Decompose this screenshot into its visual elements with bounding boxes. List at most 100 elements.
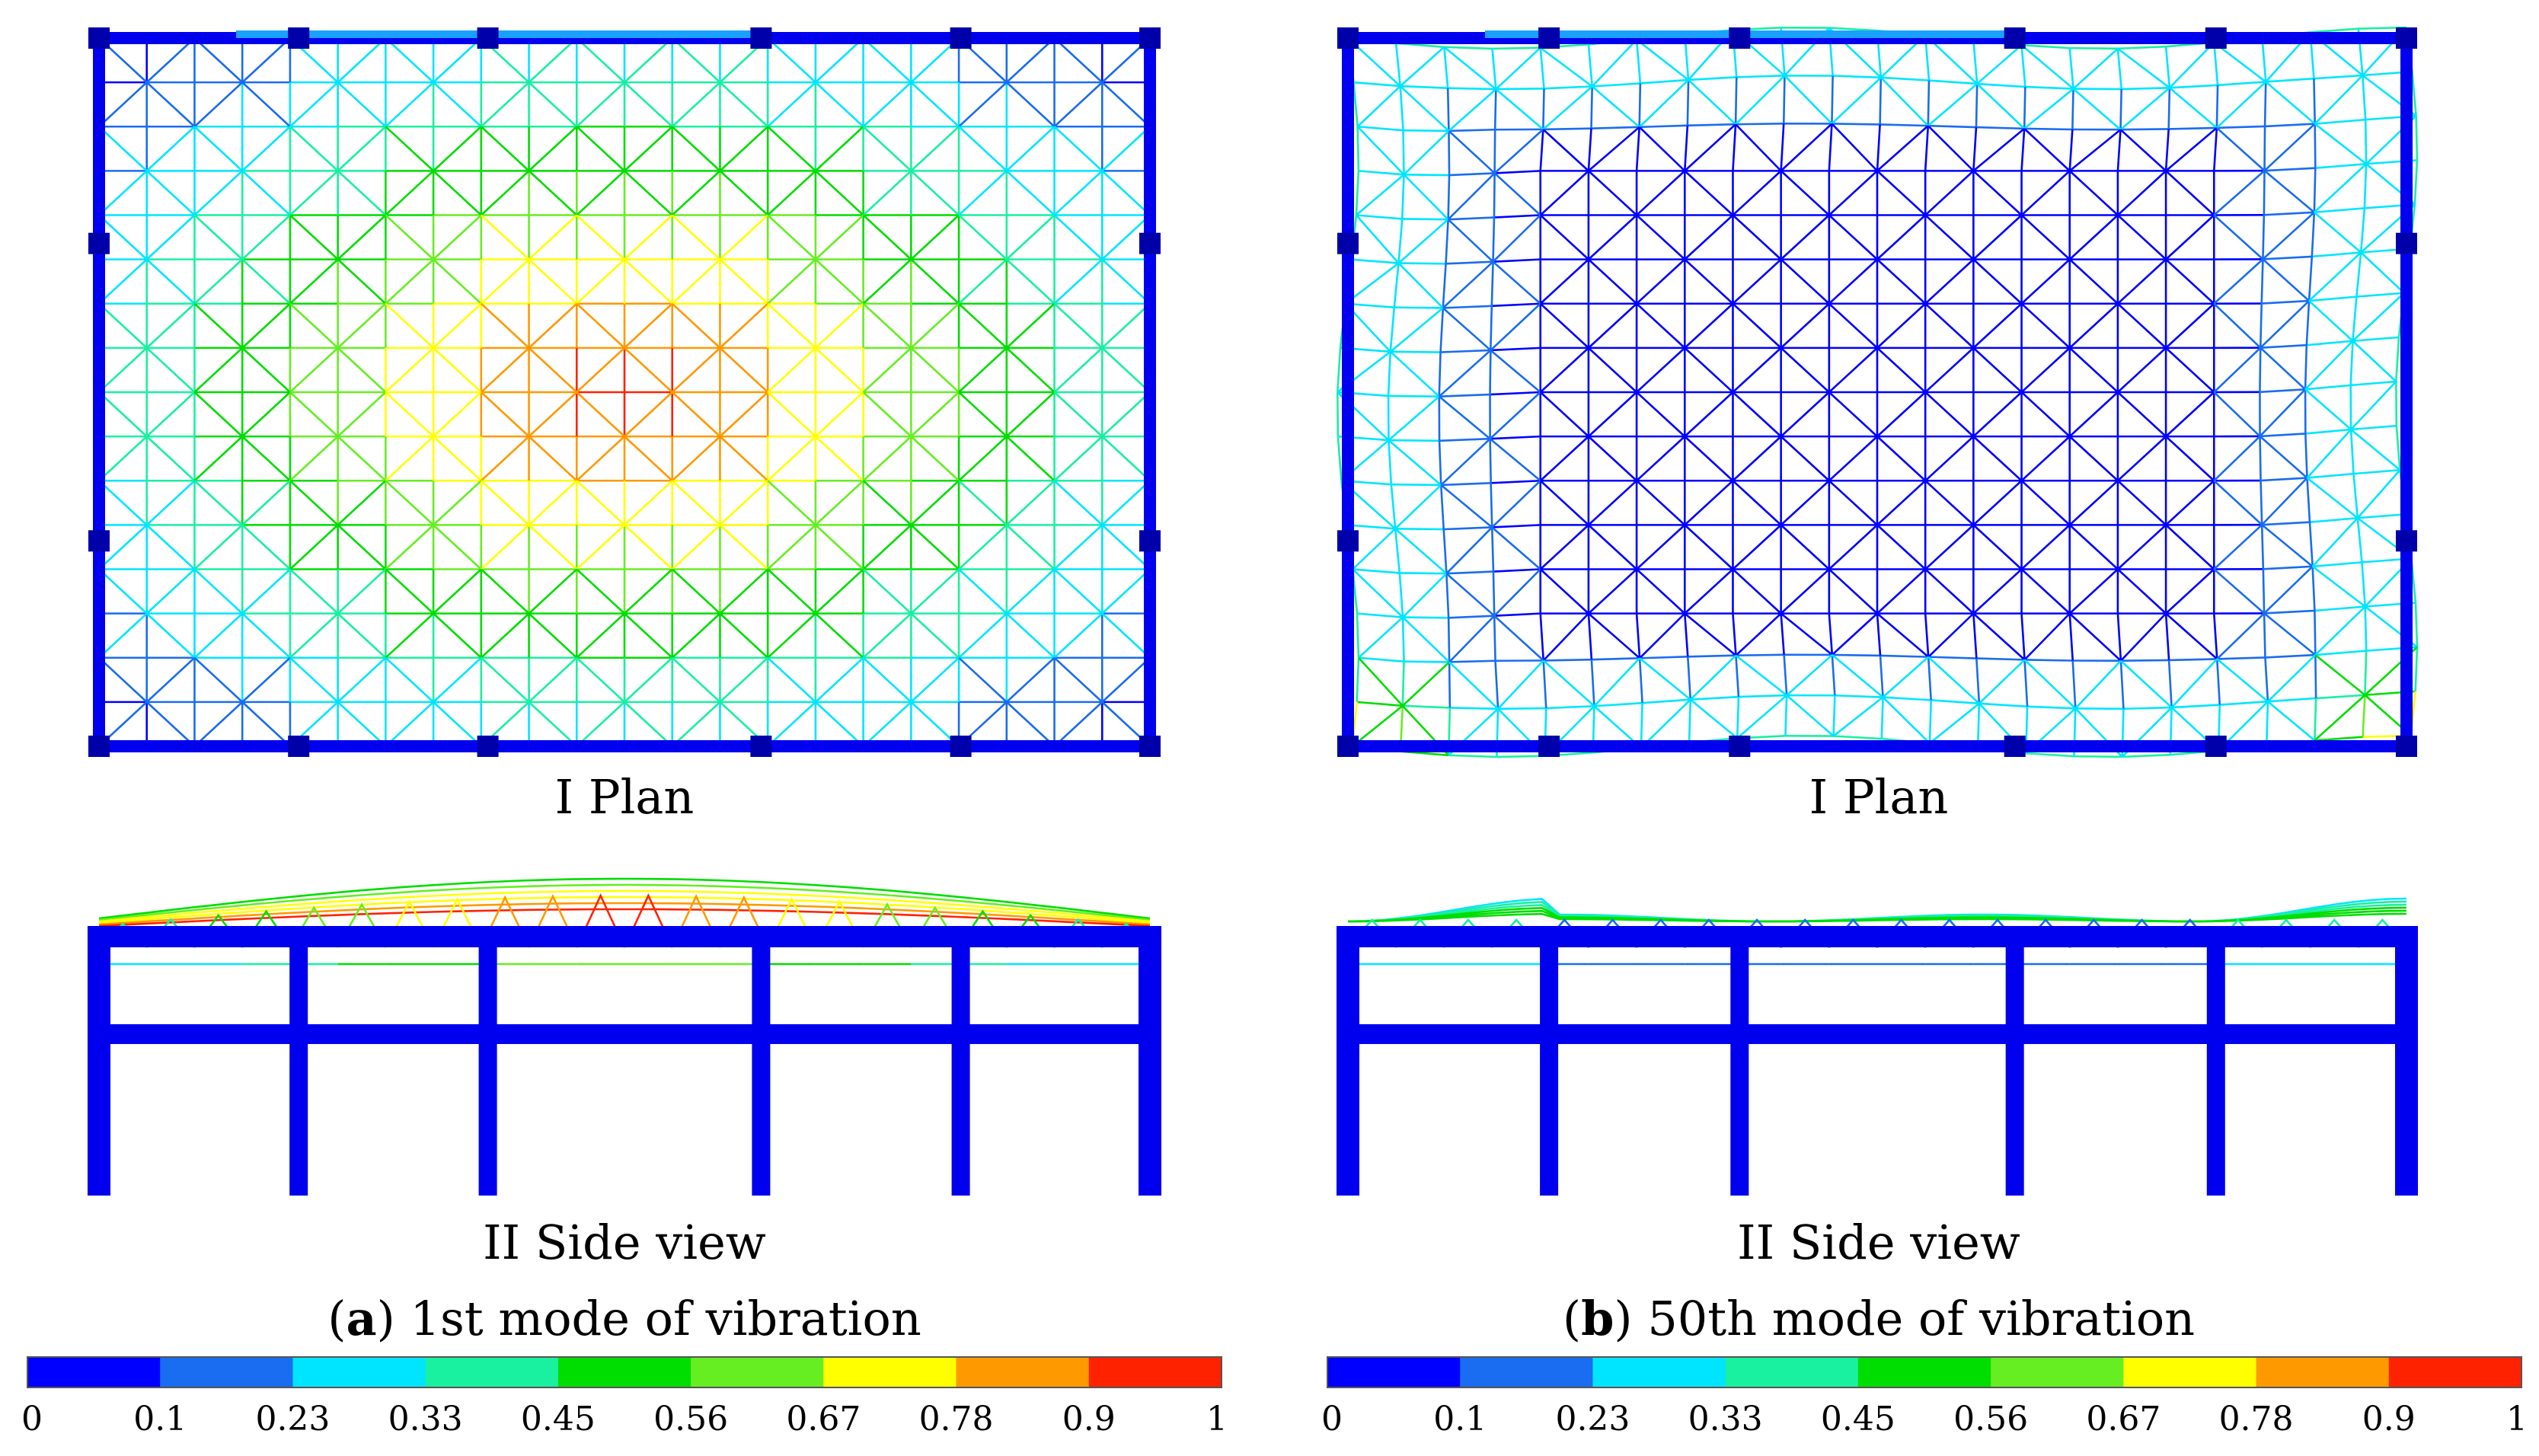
diagonal-member — [576, 480, 625, 526]
diagonal-member — [241, 701, 291, 747]
grid-member — [1493, 214, 1541, 219]
grid-member — [2164, 613, 2170, 661]
diagonal-member — [145, 480, 196, 526]
diagonal-member — [1972, 214, 2023, 260]
diagonal-member — [433, 346, 482, 393]
grid-member — [2316, 694, 2365, 700]
diagonal-member — [576, 524, 625, 570]
diagonal-member — [289, 170, 339, 216]
diagonal-member — [433, 170, 482, 216]
diagonal-member — [1924, 524, 1975, 570]
grid-member — [1542, 660, 1547, 709]
grid-member — [1337, 347, 1342, 393]
grid-member — [1395, 528, 1444, 531]
diagonal-member — [1831, 612, 1878, 656]
diagonal-member — [910, 480, 960, 526]
column — [478, 926, 497, 1196]
grid-member — [2068, 48, 2074, 89]
panel-a: I Plan II Side view (a) 1st mode of vibr… — [21, 27, 1228, 1438]
diagonal-member — [2020, 44, 2074, 90]
truss-chord — [98, 883, 1151, 921]
column — [1729, 736, 1751, 757]
grid-member — [2306, 340, 2353, 346]
diagonal-member — [624, 436, 673, 482]
diagonal-member — [1053, 170, 1103, 216]
diagonal-member — [2165, 258, 2215, 305]
diagonal-member — [241, 524, 291, 570]
grid-member — [1587, 44, 1594, 87]
diagonal-member — [1356, 126, 1405, 176]
diagonal-member — [1924, 302, 1975, 349]
grid-member — [2027, 705, 2076, 710]
grid-member — [2071, 660, 2077, 709]
grid-member — [1736, 697, 1740, 739]
grid-member — [1975, 658, 1981, 704]
diagonal-member — [1447, 219, 1494, 263]
diagonal-member — [528, 656, 578, 703]
diagonal-member — [2023, 127, 2071, 172]
column — [1139, 736, 1161, 757]
grid-member — [1927, 124, 1977, 129]
diagonal-member — [1636, 391, 1686, 438]
grid-member — [2395, 426, 2401, 471]
column — [2004, 27, 2026, 49]
diagonal-member — [1005, 170, 1056, 216]
diagonal-member — [958, 391, 1008, 438]
diagonal-member — [145, 81, 196, 128]
diagonal-member — [1732, 214, 1782, 260]
grid-member — [1442, 528, 1448, 574]
grid-member — [1390, 350, 1441, 353]
grid-member — [2307, 256, 2314, 302]
grid-member — [2261, 299, 2310, 305]
floor-beam — [99, 1024, 1150, 1044]
diagonal-member — [1005, 302, 1056, 349]
diagonal-member — [1593, 657, 1641, 707]
diagonal-member — [2020, 214, 2071, 260]
diagonal-member — [1588, 612, 1640, 659]
grid-member — [2307, 472, 2354, 479]
diagonal-member — [719, 436, 769, 482]
diagonal-member — [2314, 123, 2367, 165]
diagonal-member — [1591, 85, 1640, 128]
grid-member — [1401, 661, 1405, 706]
diagonal-member — [1352, 528, 1397, 570]
diagonal-member — [1101, 302, 1151, 349]
diagonal-member — [2360, 251, 2405, 294]
diagonal-member — [2068, 612, 2122, 662]
diagonal-member — [862, 126, 912, 172]
diagonal-member — [193, 391, 244, 438]
grid-member — [1447, 175, 1451, 220]
grid-member — [1492, 217, 1496, 262]
column — [2396, 530, 2417, 552]
column — [1337, 232, 1359, 254]
grid-member — [1493, 173, 1496, 218]
diagonal-member — [2261, 477, 2308, 526]
grid-member — [1638, 658, 1643, 704]
diagonal-member — [815, 126, 864, 172]
diagonal-member — [719, 170, 769, 216]
diagonal-member — [1588, 126, 1640, 172]
grid-member — [1445, 219, 1449, 264]
diagonal-member — [815, 391, 864, 438]
diagonal-member — [862, 81, 912, 128]
diagonal-member — [289, 126, 339, 172]
diagonal-member — [958, 170, 1008, 216]
grid-member — [1832, 695, 1836, 736]
diagonal-member — [1101, 81, 1151, 128]
grid-member — [1449, 707, 1499, 710]
diagonal-member — [1927, 125, 1975, 172]
diagonal-member — [241, 480, 291, 526]
diagonal-member — [2265, 81, 2316, 125]
diagonal-member — [910, 656, 960, 703]
grid-member — [1403, 129, 1449, 133]
grid-member — [1688, 76, 1737, 81]
grid-member — [1439, 308, 1445, 353]
diagonal-member — [576, 37, 625, 84]
diagonal-member — [815, 37, 864, 84]
diagonal-member — [385, 701, 434, 747]
column — [2205, 27, 2227, 49]
diagonal-member — [1879, 76, 1929, 127]
grid-member — [2395, 337, 2400, 382]
column — [1139, 27, 1161, 49]
diagonal-member — [1636, 38, 1689, 81]
